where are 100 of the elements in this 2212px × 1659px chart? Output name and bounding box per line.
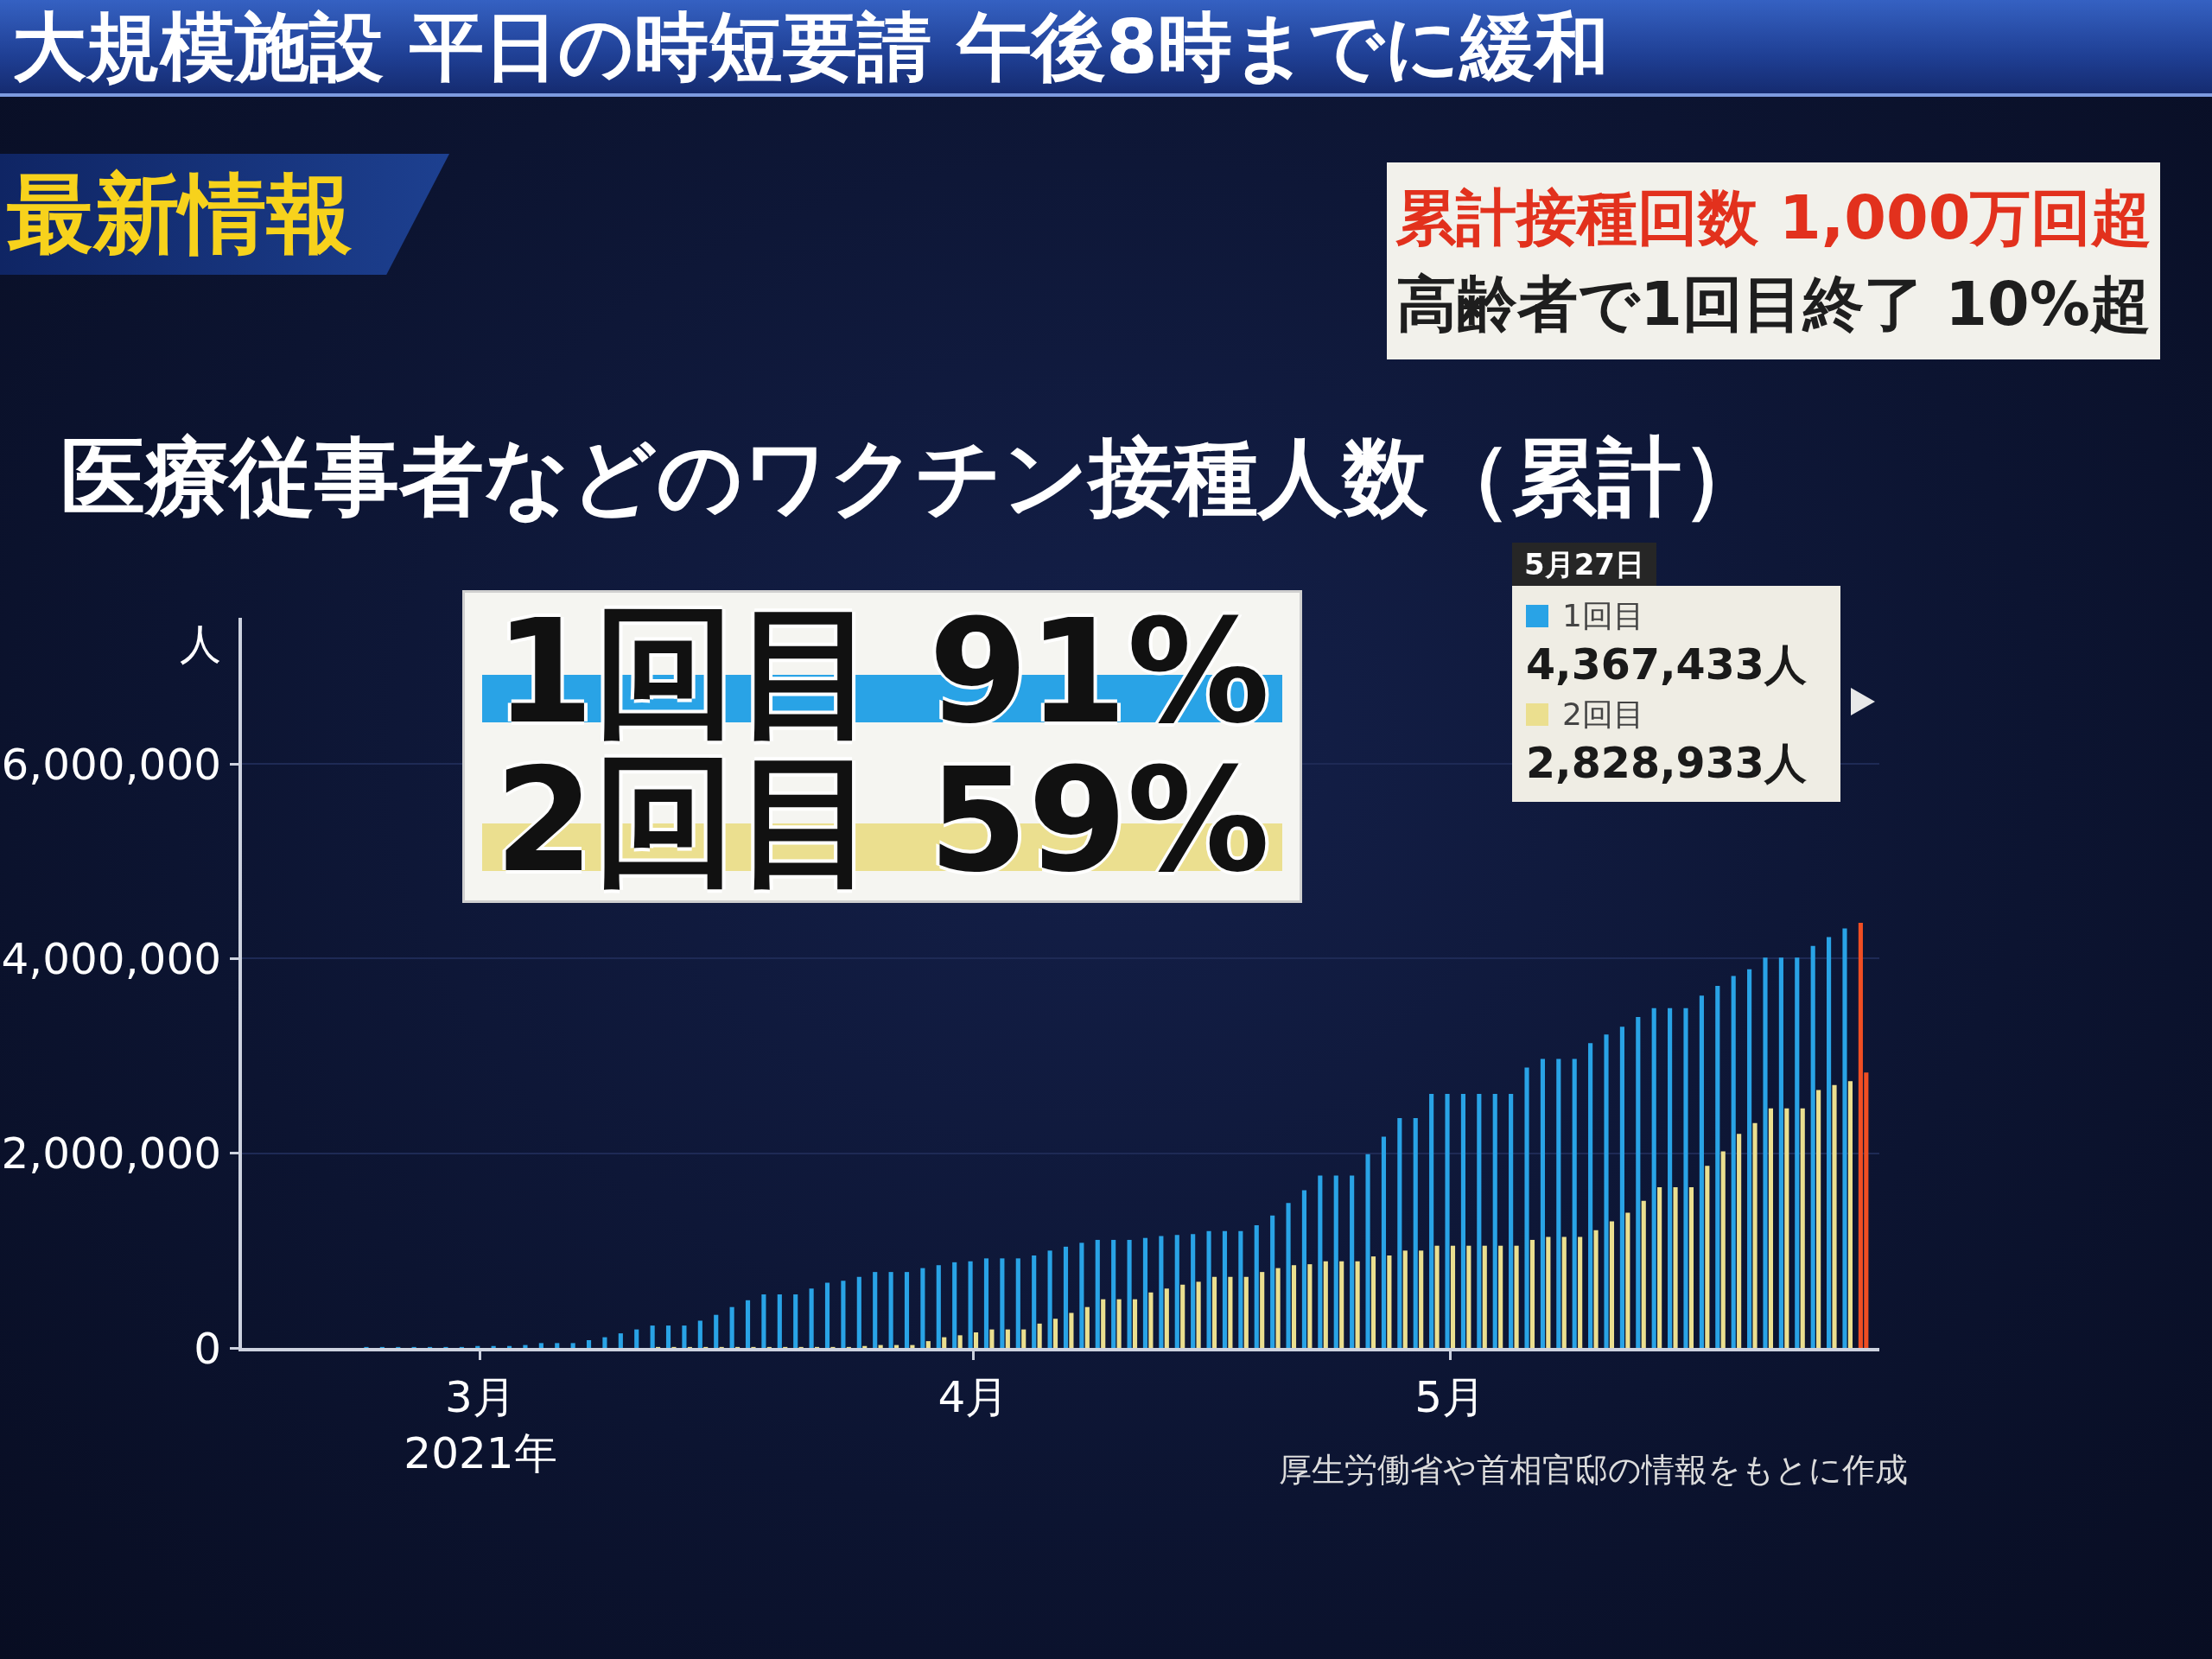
text: 厚生労働省や首相官邸の情報をもとに作成 <box>1279 1450 1908 1491</box>
bar <box>1286 1203 1291 1348</box>
bar <box>1673 1187 1678 1348</box>
bar <box>1737 1134 1742 1348</box>
bar <box>1827 937 1832 1348</box>
text: 大規模施設 平日の時短要請 午後8時までに緩和 <box>11 3 1610 92</box>
bar <box>936 1265 941 1348</box>
bar <box>1307 1264 1313 1348</box>
bar <box>1101 1299 1106 1348</box>
y-tick-label: 6,000,000 <box>1 739 221 790</box>
bar <box>1842 928 1847 1348</box>
bar <box>1705 1166 1710 1348</box>
bar <box>1005 1329 1010 1348</box>
bar <box>1466 1245 1471 1348</box>
bar <box>1715 985 1720 1348</box>
bar <box>1333 1175 1338 1348</box>
bar <box>1588 1043 1593 1348</box>
bar <box>856 1276 861 1348</box>
bar <box>1604 1034 1609 1348</box>
bar <box>841 1281 846 1348</box>
bar <box>1509 1093 1514 1348</box>
bar <box>1847 1081 1853 1348</box>
bar <box>1651 1007 1656 1348</box>
bar <box>1228 1276 1233 1348</box>
bar <box>1636 1016 1641 1348</box>
bar <box>634 1329 639 1348</box>
y-tick-label: 0 <box>194 1323 221 1374</box>
bar <box>586 1339 592 1348</box>
text: 累計接種回数 1,000万回超 <box>1395 181 2152 255</box>
bar <box>1413 1118 1418 1348</box>
bar <box>1657 1187 1662 1348</box>
bar <box>555 1343 560 1348</box>
bar <box>1800 1108 1805 1348</box>
bar <box>1206 1230 1211 1348</box>
bar <box>1434 1245 1440 1348</box>
text: 高齢者で1回目終了 10%超 <box>1396 268 2151 341</box>
bar <box>1111 1239 1116 1348</box>
bar <box>523 1344 528 1348</box>
bar <box>1370 1256 1376 1348</box>
bar <box>942 1337 947 1348</box>
bar <box>1355 1261 1360 1348</box>
bar <box>1619 1027 1624 1348</box>
bar <box>1529 1239 1535 1348</box>
bar <box>1260 1272 1265 1348</box>
bar <box>1668 1007 1673 1348</box>
bar <box>1052 1319 1058 1348</box>
bar <box>602 1337 607 1348</box>
bar <box>968 1261 973 1348</box>
bar <box>1270 1215 1275 1348</box>
bar <box>1641 1200 1646 1348</box>
annotation: 2,828,933人 <box>1526 738 1807 790</box>
annotation: 4,367,433人 <box>1526 639 1807 691</box>
bar <box>761 1294 766 1348</box>
bar <box>1148 1292 1154 1348</box>
bar <box>650 1325 655 1348</box>
bar <box>983 1258 989 1348</box>
bar <box>1095 1239 1100 1348</box>
bar <box>873 1272 878 1348</box>
bar <box>1323 1261 1328 1348</box>
bar <box>1731 976 1736 1348</box>
x-tick-label: 3月 2021年 <box>404 1372 557 1478</box>
bar <box>1540 1058 1545 1348</box>
bar <box>1174 1235 1179 1348</box>
bar <box>1015 1258 1020 1348</box>
bar <box>957 1335 963 1348</box>
chart-title: 医療従事者などのワクチン接種人数（累計） <box>60 428 1766 527</box>
bar <box>538 1343 543 1348</box>
bar <box>1084 1306 1090 1348</box>
bar <box>1402 1250 1408 1348</box>
bar <box>1243 1276 1249 1348</box>
bar <box>910 1344 915 1348</box>
bar <box>1747 969 1752 1348</box>
bar <box>682 1325 687 1348</box>
bar <box>1291 1265 1297 1348</box>
bar <box>1482 1245 1487 1348</box>
bar <box>1116 1299 1122 1348</box>
bar <box>1578 1236 1583 1348</box>
x-tick-label: 4月 <box>938 1372 1009 1422</box>
legend-label: 1回目 <box>1562 596 1644 635</box>
bar <box>1397 1118 1402 1348</box>
bar <box>1546 1236 1551 1348</box>
bar <box>1524 1067 1529 1348</box>
bar <box>1609 1221 1615 1348</box>
bar <box>1032 1255 1037 1348</box>
bar <box>1079 1243 1084 1348</box>
bar <box>729 1306 734 1348</box>
bar <box>1763 957 1768 1348</box>
y-tick-label: 2,000,000 <box>1 1128 221 1179</box>
bar <box>1211 1276 1217 1348</box>
bar <box>1381 1136 1387 1348</box>
bar <box>1301 1190 1307 1348</box>
bar <box>1768 1108 1774 1348</box>
bar <box>665 1325 671 1348</box>
legend-label: 2回目 <box>1562 695 1644 734</box>
bar <box>1514 1245 1519 1348</box>
bar <box>1778 957 1783 1348</box>
bar <box>925 1341 931 1348</box>
y-tick-label: 4,000,000 <box>1 933 221 984</box>
bar <box>777 1294 782 1348</box>
bar <box>1419 1250 1424 1348</box>
